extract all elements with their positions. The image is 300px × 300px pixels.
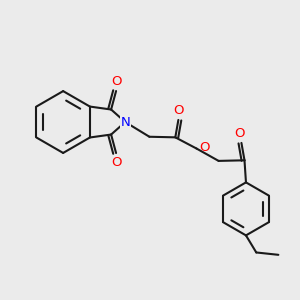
Text: O: O [111,75,121,88]
Text: N: N [120,116,130,128]
Text: O: O [199,141,209,154]
Text: O: O [173,104,184,117]
Text: O: O [235,127,245,140]
Text: O: O [111,156,121,169]
